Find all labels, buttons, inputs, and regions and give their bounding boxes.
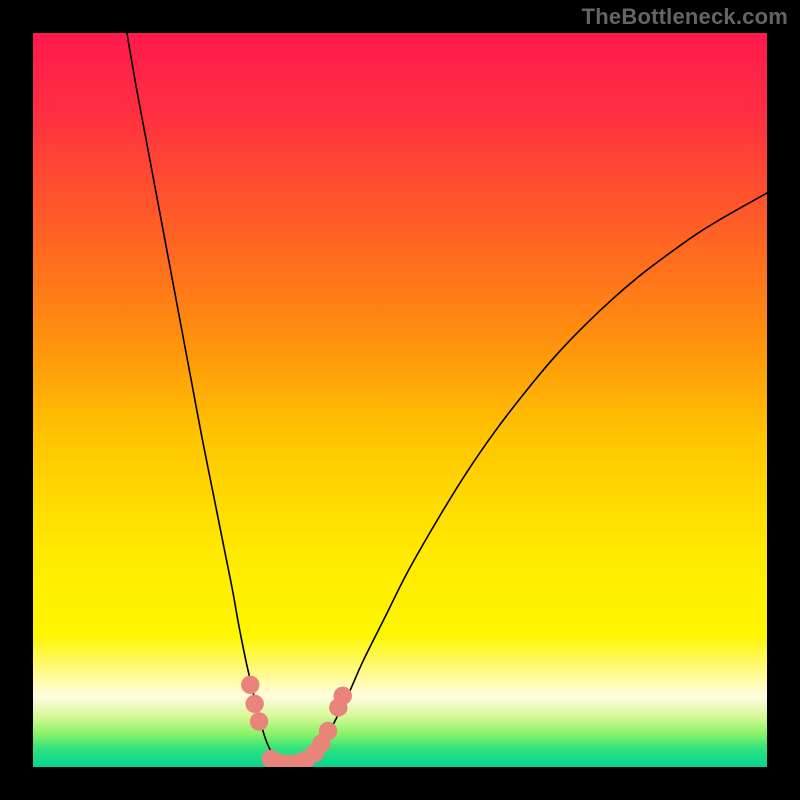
chart-svg: [0, 0, 800, 800]
chart-container: TheBottleneck.com: [0, 0, 800, 800]
data-dot: [250, 712, 268, 730]
data-dot: [319, 722, 337, 740]
data-dot: [334, 687, 352, 705]
plot-area: [33, 33, 767, 767]
data-dot: [241, 676, 259, 694]
watermark-label: TheBottleneck.com: [582, 4, 788, 30]
data-dot: [245, 695, 263, 713]
